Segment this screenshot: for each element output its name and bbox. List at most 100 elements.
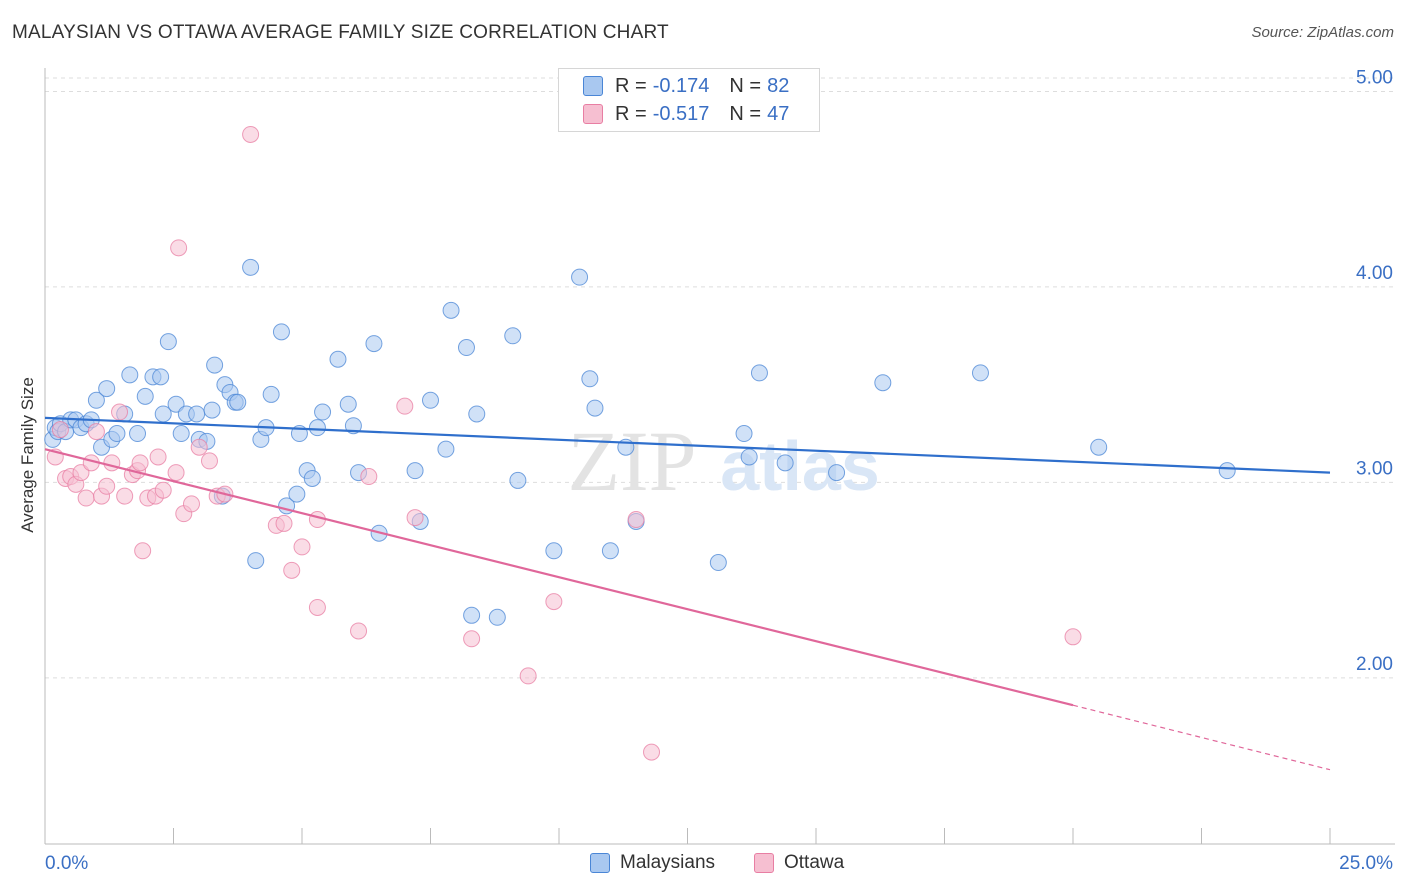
malaysians-point [488,608,506,626]
ottawa-point [149,448,167,466]
y-tick-label: 5.00 [1356,67,1393,88]
ottawa-point [190,438,208,456]
malaysians-point [504,327,522,345]
ottawa-point [396,397,414,415]
malaysians-point [571,268,589,286]
ottawa-point [293,538,311,556]
ottawa-point [406,509,424,527]
ottawa-point [98,477,116,495]
malaysians-point [740,448,758,466]
bottom-legend-ottawa: Ottawa [754,852,844,874]
ottawa-point [116,487,134,505]
malaysians-point [247,552,265,570]
source-label: Source: ZipAtlas.com [1251,24,1394,41]
ottawa-point [283,561,301,579]
malaysians-point [874,374,892,392]
ottawa-point [131,454,149,472]
legend-r-value: -0.174 [652,74,710,97]
watermark-layer: ZIP atlas [568,413,880,509]
malaysians-point [601,542,619,560]
x-tick-label: 0.0% [45,853,88,874]
malaysians-point [229,393,247,411]
malaysians-point [586,399,604,417]
legend-r-label: R = [615,102,647,125]
ottawa-point [275,514,293,532]
legend-row-ottawa: R = -0.517 N = 47 [583,101,789,127]
bottom-legend-label: Malaysians [620,852,716,873]
malaysians-point [735,425,753,443]
ottawa-point [350,622,368,640]
ottawa-point [643,743,661,761]
malaysians-point [272,323,290,341]
malaysians-point [288,485,306,503]
malaysians-point [339,395,357,413]
malaysians-point [129,425,147,443]
malaysians-point [136,387,154,405]
malaysians-point [750,364,768,382]
malaysians-point [188,405,206,423]
malaysians-point [303,469,321,487]
ottawa-point [519,667,537,685]
malaysians-point [406,462,424,480]
malaysians-trend-line [44,416,1331,474]
watermark-zip: ZIP [568,413,697,509]
malaysians-point [365,335,383,353]
ottawa-point [154,481,172,499]
legend-n-value: 47 [767,102,790,125]
legend-n-label: N = [729,74,762,97]
legend-swatch-ottawa [583,104,603,124]
bottom-legend-malaysians: Malaysians [590,852,715,874]
ottawa-point [242,125,260,143]
malaysians-point [442,301,460,319]
malaysians-point [159,333,177,351]
ottawa-point [200,452,218,470]
legend-r-value: -0.517 [652,102,710,125]
correlation-legend: R = -0.174 N = 82 R = -0.517 N = 47 [558,68,820,132]
chart-title: MALAYSIAN VS OTTAWA AVERAGE FAMILY SIZE … [12,22,669,43]
ottawa-point [77,489,95,507]
malaysians-point [87,391,105,409]
ottawa-trend-line [44,448,1074,707]
legend-row-malaysians: R = -0.174 N = 82 [583,73,789,99]
ottawa-point [463,630,481,648]
ottawa-point [111,403,129,421]
ottawa-point [182,495,200,513]
axis-layer [44,68,1395,845]
ottawa-point [627,511,645,529]
grid-layer [45,77,1395,679]
malaysians-point [463,606,481,624]
points-layer [44,125,1236,761]
malaysians-point [828,464,846,482]
ottawa-point [170,239,188,257]
ottawa-point [545,593,563,611]
legend-n-label: N = [729,102,762,125]
malaysians-point [329,350,347,368]
malaysians-point [314,403,332,421]
x-tick-label: 25.0% [1339,853,1393,874]
bottom-swatch-ottawa [754,853,774,873]
ottawa-point [308,598,326,616]
malaysians-point [971,364,989,382]
ottawa-point [360,468,378,486]
malaysians-point [167,395,185,413]
malaysians-point [581,370,599,388]
malaysians-point [108,425,126,443]
legend-r-label: R = [615,74,647,97]
malaysians-point [468,405,486,423]
malaysians-point [1090,438,1108,456]
malaysians-point [545,542,563,560]
y-tick-label: 3.00 [1356,458,1393,479]
ottawa-point [103,454,121,472]
y-tick-label: 2.00 [1356,654,1393,675]
label-layer: 2.00 3.00 4.00 5.00 0.0% 25.0% [45,67,1393,874]
malaysians-point [422,391,439,409]
ottawa-point [72,464,90,482]
ottawa-point [167,464,185,482]
malaysians-point [308,419,326,437]
malaysians-point [203,401,221,419]
ottawa-point [134,542,152,560]
malaysians-point [344,417,362,435]
malaysians-point [242,258,260,276]
malaysians-point [776,454,794,472]
